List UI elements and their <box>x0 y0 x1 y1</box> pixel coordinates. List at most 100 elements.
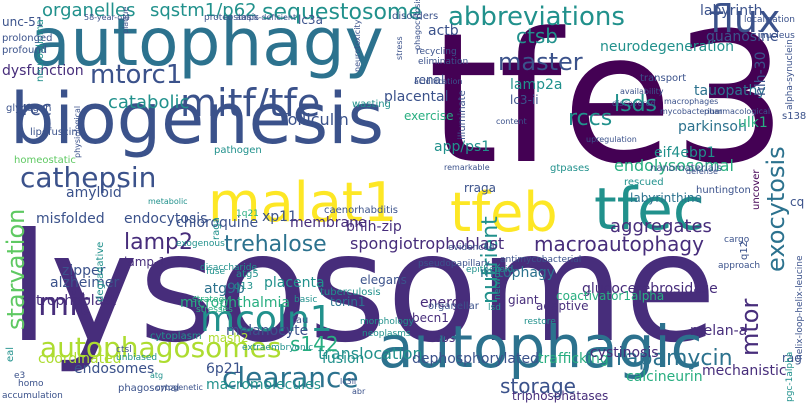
word-acidification: acidification <box>414 77 463 86</box>
word-macroautophagy: macroautophagy <box>534 232 704 256</box>
word-wasting: wasting <box>352 99 391 110</box>
word-degradative: degradative <box>95 241 106 302</box>
word-neurotoxicity: neurotoxicity <box>353 19 362 72</box>
word-atg9b: atg9b <box>204 281 245 297</box>
word-mcoln1: mcoln1 <box>200 299 333 340</box>
word-exercise: exercise <box>404 109 454 123</box>
word-master: master <box>498 48 583 76</box>
word-storage: storage <box>500 374 576 398</box>
word-glycogen: glycogen <box>6 103 52 114</box>
word-labyrinth: labyrinth <box>700 3 763 19</box>
word-ctsl: ctsl <box>116 345 132 355</box>
word-membrane: membrane <box>290 215 367 231</box>
word-rcc: rcc <box>22 96 52 120</box>
word-extraembryonic: extraembryonic <box>242 343 314 353</box>
word-uncover: uncover <box>751 169 762 210</box>
word-ebs: ebs <box>434 331 456 345</box>
word-pgc-1alpha: pgc-1alpha <box>785 351 795 402</box>
word-actb: actb <box>428 23 459 39</box>
word-hlh-30: hlh-30 <box>753 51 769 96</box>
word-exogenous: exogenous <box>176 239 225 249</box>
word-mechanistic: mechanistic <box>702 363 787 379</box>
word-mtorc1: mtorc1 <box>90 60 183 90</box>
word-q13: q13 <box>234 281 254 292</box>
word-dephosphorylated: dephosphorylated <box>412 351 539 367</box>
word-misfolded: misfolded <box>36 211 105 227</box>
word-spongiotrophoblast: spongiotrophoblast <box>350 234 505 253</box>
word-triphosphatases: triphosphatases <box>512 389 609 403</box>
word-glucocerebrosidase: glucocerebrosidase <box>582 281 718 297</box>
word-nucleus: nucleus <box>760 31 795 41</box>
word-elimination: elimination <box>418 57 469 67</box>
word-mit: mit <box>38 285 91 323</box>
word-rescued: rescued <box>624 177 664 188</box>
word-stress: stress <box>395 36 404 60</box>
word-phagosomal: phagosomal <box>118 383 180 394</box>
word-lsd: lsd <box>488 303 501 313</box>
word-guanosine: guanosine <box>706 29 779 45</box>
word-accumulation: accumulation <box>2 391 63 401</box>
word-phagocytosis: phagocytosis <box>413 0 422 50</box>
word-endocytosis: endocytosis <box>124 211 208 227</box>
word-malat1: malat1 <box>208 171 398 234</box>
word-disorders: disorders <box>392 11 439 22</box>
word-ctsb: ctsb <box>516 24 558 48</box>
word-pathogen: pathogen <box>214 145 262 156</box>
word-neurodegeneration: neurodegeneration <box>600 39 735 55</box>
word-evidenced: evidenced <box>448 243 495 253</box>
word-s138: s138 <box>782 111 807 122</box>
word-lc3-ii: lc3-ii <box>510 93 539 107</box>
word-organellar: organellar <box>428 301 479 312</box>
word-illuminate: illuminate <box>457 90 468 140</box>
word-adaptive: adaptive <box>536 299 589 313</box>
word-neoplasms: neoplasms <box>362 329 411 339</box>
word-mash2: mash2 <box>208 331 249 345</box>
word-autophagic: autophagic <box>378 313 703 381</box>
word-unbiased: unbiased <box>116 353 158 363</box>
word-6p21: 6p21 <box>206 361 242 377</box>
word-elegans: elegans <box>360 273 407 287</box>
word-lamp2: lamp2 <box>124 230 193 255</box>
word-catabolic: catabolic <box>108 92 190 113</box>
word-abbreviations: abbreviations <box>448 2 625 32</box>
word-organelles: organelles <box>42 0 136 21</box>
word-labyrinthine: labyrinthine <box>630 191 702 205</box>
word-pseudopapillary: pseudopapillary <box>418 259 490 269</box>
word-mitf-tfe: mitf/tfe <box>180 81 321 125</box>
word-morphology: morphology <box>360 317 414 327</box>
word-zipper: zipper <box>62 263 106 279</box>
word-tauopathy: tauopathy <box>694 83 766 99</box>
word-lamp2a: lamp2a <box>510 77 563 93</box>
word-abr: abr <box>352 387 366 396</box>
word-torin1: torin1 <box>330 295 366 309</box>
word-tfec: tfec <box>594 175 705 243</box>
word-coactivator1alpha: coactivator1alpha <box>556 289 665 303</box>
word-lysosome: lysosome <box>8 202 717 376</box>
word-localization: localization <box>744 15 795 25</box>
word-alpha-synuclein: alpha-synuclein <box>785 39 795 110</box>
word-huntington: huntington <box>696 185 751 196</box>
word-clearance: clearance <box>222 361 359 394</box>
word-approach: approach <box>718 261 761 271</box>
word-alzheimer: alzheimer <box>50 275 120 291</box>
word-amyloid: amyloid <box>66 185 122 201</box>
word-biogenesis: biogenesis <box>10 78 385 160</box>
word-mycobacterium: mycobacterium <box>660 107 723 116</box>
word-placenta: placenta <box>264 275 325 291</box>
word-raga: raga <box>211 217 222 240</box>
word-chloroquine: chloroquine <box>176 215 259 231</box>
word-homeostatic: homeostatic <box>14 155 76 166</box>
word-trehalose: trehalose <box>224 232 327 257</box>
word-prolonged: prolonged <box>2 33 53 44</box>
word-cargo: cargo <box>724 235 750 245</box>
word-profound: profound <box>2 45 48 56</box>
word-placental: placental <box>384 89 449 105</box>
word-folliculin: folliculin <box>282 110 349 129</box>
word-epithelioid: epithelioid <box>466 265 514 275</box>
word-defense: defense <box>686 167 718 176</box>
word-tfe3: tfe3 <box>428 0 788 204</box>
word-rccs: rccs <box>568 106 613 131</box>
word-basic: basic <box>294 295 318 305</box>
word-metabolic: metabolic <box>148 197 188 206</box>
word-upregulation: upregulation <box>586 135 637 144</box>
